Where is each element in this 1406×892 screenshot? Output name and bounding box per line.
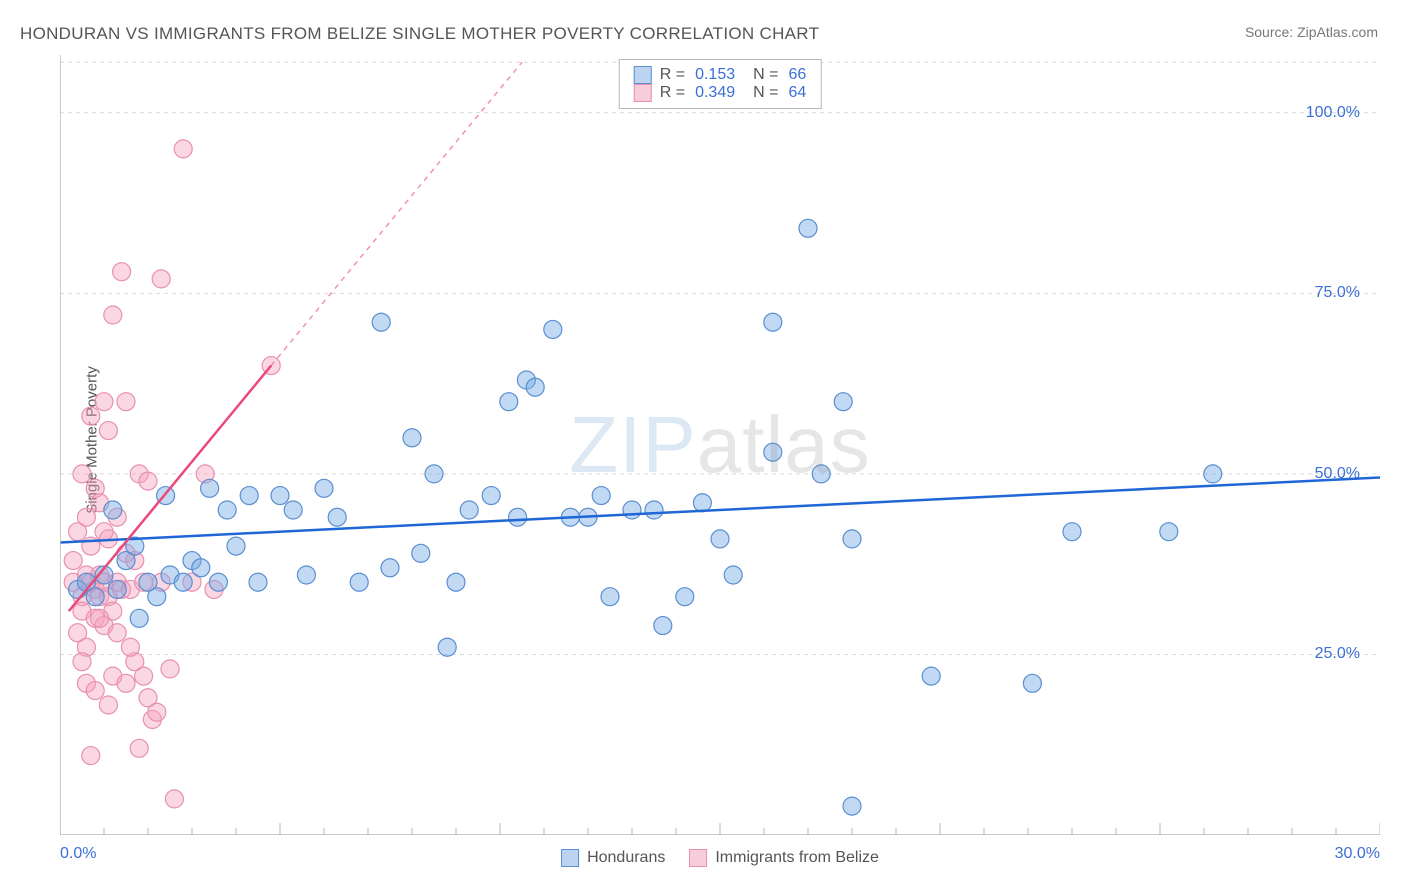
source-link[interactable]: ZipAtlas.com bbox=[1297, 24, 1378, 40]
x-tick-label: 0.0% bbox=[60, 845, 96, 863]
legend-n-label: N = bbox=[753, 84, 778, 102]
series-legend-item: Immigrants from Belize bbox=[689, 849, 879, 867]
source-attribution: Source: ZipAtlas.com bbox=[1245, 24, 1378, 40]
legend-swatch bbox=[634, 66, 652, 84]
y-tick-label: 50.0% bbox=[1315, 465, 1360, 483]
chart-area: ZIPatlas R =0.153N =66R =0.349N =64 25.0… bbox=[60, 55, 1380, 835]
y-tick-label: 25.0% bbox=[1315, 645, 1360, 663]
series-legend-label: Immigrants from Belize bbox=[715, 849, 879, 867]
legend-r-value: 0.153 bbox=[695, 66, 735, 84]
legend-swatch bbox=[634, 84, 652, 102]
y-tick-label: 75.0% bbox=[1315, 284, 1360, 302]
legend-swatch bbox=[689, 849, 707, 867]
legend-r-label: R = bbox=[660, 84, 685, 102]
legend-r-label: R = bbox=[660, 66, 685, 84]
scatter-plot bbox=[60, 55, 1380, 835]
x-tick-label: 30.0% bbox=[1335, 845, 1380, 863]
legend-row: R = 0.153 N = 66 bbox=[634, 66, 807, 84]
legend-n-label: N = bbox=[753, 66, 778, 84]
y-tick-label: 100.0% bbox=[1306, 104, 1360, 122]
legend-n-value: 66 bbox=[788, 66, 806, 84]
series-legend-item: Hondurans bbox=[561, 849, 665, 867]
series-legend: Hondurans Immigrants from Belize bbox=[561, 849, 879, 867]
legend-r-value: 0.349 bbox=[695, 84, 735, 102]
series-legend-label: Hondurans bbox=[587, 849, 665, 867]
legend-row: R = 0.349 N = 64 bbox=[634, 84, 807, 102]
legend-swatch bbox=[561, 849, 579, 867]
chart-title: HONDURAN VS IMMIGRANTS FROM BELIZE SINGL… bbox=[20, 24, 819, 44]
correlation-legend: R = 0.153 N = 66 R = 0.349 N = 64 bbox=[619, 59, 822, 109]
source-label: Source: bbox=[1245, 24, 1297, 40]
legend-n-value: 64 bbox=[788, 84, 806, 102]
